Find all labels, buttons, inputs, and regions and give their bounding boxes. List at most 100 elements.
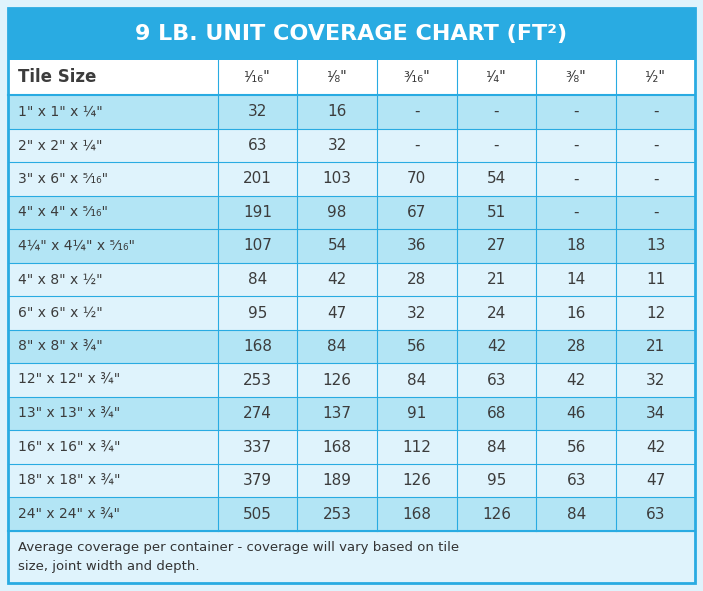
Text: -: - — [494, 138, 499, 153]
Text: 56: 56 — [407, 339, 427, 354]
Text: 84: 84 — [487, 440, 506, 454]
Text: 47: 47 — [646, 473, 666, 488]
Text: 137: 137 — [323, 406, 352, 421]
Text: 32: 32 — [328, 138, 347, 153]
Text: 67: 67 — [407, 205, 427, 220]
Text: -: - — [494, 104, 499, 119]
Bar — [8, 95, 695, 128]
Text: 16" x 16" x ¾": 16" x 16" x ¾" — [18, 440, 120, 454]
Text: 14: 14 — [567, 272, 586, 287]
Text: -: - — [653, 171, 659, 186]
Text: 103: 103 — [323, 171, 352, 186]
Bar — [8, 430, 695, 464]
Text: 68: 68 — [486, 406, 506, 421]
Text: 126: 126 — [482, 506, 511, 522]
Text: 32: 32 — [646, 372, 666, 388]
Text: 18: 18 — [567, 238, 586, 254]
Bar — [8, 296, 695, 330]
Text: Tile Size: Tile Size — [18, 69, 96, 86]
Text: 4¼" x 4¼" x ⁵⁄₁₆": 4¼" x 4¼" x ⁵⁄₁₆" — [18, 239, 135, 253]
Bar — [8, 531, 695, 583]
Text: 27: 27 — [487, 238, 506, 254]
Text: -: - — [574, 104, 579, 119]
Text: 54: 54 — [328, 238, 347, 254]
Text: 84: 84 — [328, 339, 347, 354]
Text: 253: 253 — [243, 372, 272, 388]
Text: 126: 126 — [402, 473, 431, 488]
Text: 84: 84 — [247, 272, 267, 287]
Text: 28: 28 — [567, 339, 586, 354]
Text: 28: 28 — [407, 272, 427, 287]
Text: 379: 379 — [243, 473, 272, 488]
Text: 16: 16 — [328, 104, 347, 119]
Text: Average coverage per container - coverage will vary based on tile
size, joint wi: Average coverage per container - coverag… — [18, 541, 459, 573]
Bar — [8, 363, 695, 397]
Text: 112: 112 — [402, 440, 431, 454]
Text: 505: 505 — [243, 506, 272, 522]
Text: ³⁄₁₆": ³⁄₁₆" — [404, 70, 430, 85]
Text: 126: 126 — [323, 372, 352, 388]
Text: 36: 36 — [407, 238, 427, 254]
Text: 24: 24 — [487, 306, 506, 320]
Text: 4" x 8" x ½": 4" x 8" x ½" — [18, 272, 103, 287]
Text: -: - — [414, 138, 420, 153]
Text: 189: 189 — [323, 473, 352, 488]
Text: 21: 21 — [646, 339, 666, 354]
Text: 3" x 6" x ⁵⁄₁₆": 3" x 6" x ⁵⁄₁₆" — [18, 172, 108, 186]
Text: -: - — [574, 171, 579, 186]
Text: 4" x 4" x ⁵⁄₁₆": 4" x 4" x ⁵⁄₁₆" — [18, 206, 108, 219]
Text: 54: 54 — [487, 171, 506, 186]
Text: 12: 12 — [646, 306, 666, 320]
Text: 253: 253 — [323, 506, 352, 522]
Text: 274: 274 — [243, 406, 272, 421]
Text: 11: 11 — [646, 272, 666, 287]
Text: 84: 84 — [567, 506, 586, 522]
Text: -: - — [414, 104, 420, 119]
Text: 8" x 8" x ¾": 8" x 8" x ¾" — [18, 340, 103, 353]
Bar — [8, 498, 695, 531]
Bar — [8, 262, 695, 296]
Text: 16: 16 — [567, 306, 586, 320]
Text: 337: 337 — [243, 440, 272, 454]
Text: 91: 91 — [407, 406, 427, 421]
Text: 98: 98 — [328, 205, 347, 220]
Bar — [8, 397, 695, 430]
Text: 24" x 24" x ¾": 24" x 24" x ¾" — [18, 507, 120, 521]
Text: 42: 42 — [646, 440, 666, 454]
Bar — [8, 8, 695, 60]
Text: ¹⁄₈": ¹⁄₈" — [327, 70, 347, 85]
Text: ³⁄₈": ³⁄₈" — [566, 70, 586, 85]
Text: 201: 201 — [243, 171, 272, 186]
Text: -: - — [574, 205, 579, 220]
Text: 34: 34 — [646, 406, 666, 421]
Text: 42: 42 — [328, 272, 347, 287]
Text: 32: 32 — [407, 306, 427, 320]
Bar — [8, 196, 695, 229]
Text: 63: 63 — [646, 506, 666, 522]
Text: 95: 95 — [486, 473, 506, 488]
Text: 6" x 6" x ½": 6" x 6" x ½" — [18, 306, 103, 320]
Text: 63: 63 — [567, 473, 586, 488]
Text: -: - — [653, 205, 659, 220]
Text: 2" x 2" x ¼": 2" x 2" x ¼" — [18, 138, 103, 152]
Bar — [8, 60, 695, 95]
Text: ¹⁄₂": ¹⁄₂" — [645, 70, 666, 85]
Text: -: - — [653, 104, 659, 119]
Text: 18" x 18" x ¾": 18" x 18" x ¾" — [18, 474, 120, 488]
Text: 9 LB. UNIT COVERAGE CHART (FT²): 9 LB. UNIT COVERAGE CHART (FT²) — [136, 24, 567, 44]
Text: 32: 32 — [247, 104, 267, 119]
Text: 42: 42 — [487, 339, 506, 354]
Text: 42: 42 — [567, 372, 586, 388]
Text: ¹⁄₄": ¹⁄₄" — [486, 70, 507, 85]
Bar — [8, 229, 695, 262]
Text: 191: 191 — [243, 205, 272, 220]
Text: 70: 70 — [407, 171, 427, 186]
Text: 46: 46 — [567, 406, 586, 421]
Bar — [8, 128, 695, 162]
Text: 63: 63 — [247, 138, 267, 153]
Text: 13: 13 — [646, 238, 666, 254]
Text: 63: 63 — [486, 372, 506, 388]
Bar — [8, 162, 695, 196]
Text: 1" x 1" x ¼": 1" x 1" x ¼" — [18, 105, 103, 119]
Bar — [8, 464, 695, 498]
